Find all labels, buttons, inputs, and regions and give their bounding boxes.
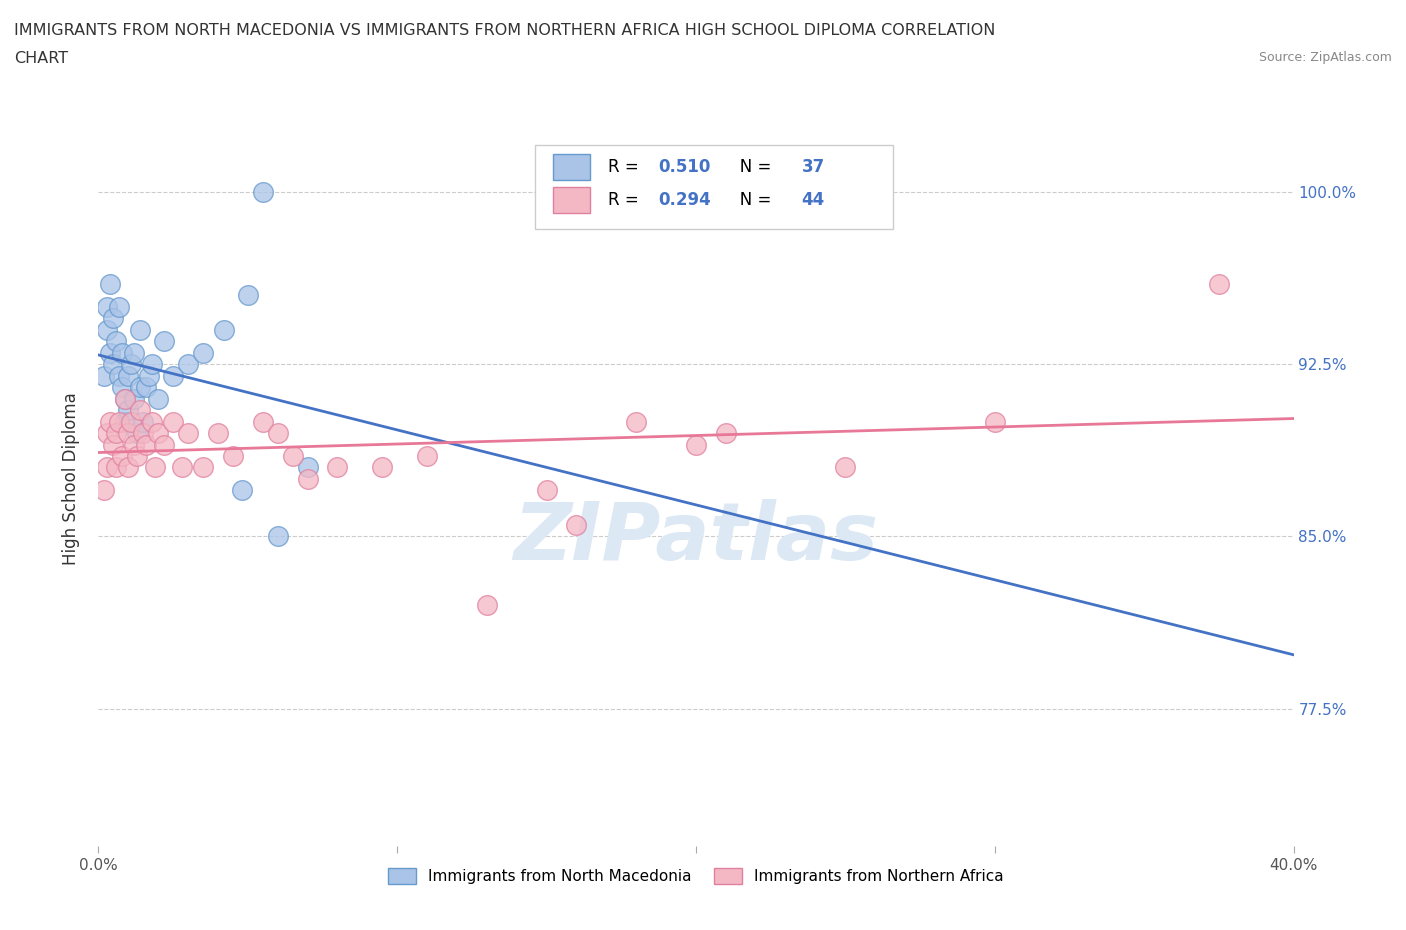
Point	[111, 345, 134, 360]
Point	[141, 414, 163, 429]
FancyBboxPatch shape	[534, 145, 893, 229]
Point	[475, 598, 498, 613]
Point	[297, 472, 319, 486]
Point	[132, 414, 155, 429]
Bar	[553, 187, 591, 213]
Point	[138, 368, 160, 383]
Point	[124, 392, 146, 406]
Point	[252, 184, 274, 199]
Point	[135, 437, 157, 452]
Point	[108, 368, 131, 383]
Point	[124, 345, 146, 360]
Point	[98, 414, 122, 429]
Text: IMMIGRANTS FROM NORTH MACEDONIA VS IMMIGRANTS FROM NORTHERN AFRICA HIGH SCHOOL D: IMMIGRANTS FROM NORTH MACEDONIA VS IMMIG…	[14, 23, 995, 38]
Point	[177, 357, 200, 372]
Y-axis label: High School Diploma: High School Diploma	[62, 392, 80, 565]
Point	[114, 414, 136, 429]
Point	[143, 460, 166, 475]
Point	[93, 483, 115, 498]
Text: R =: R =	[609, 191, 644, 208]
Legend: Immigrants from North Macedonia, Immigrants from Northern Africa: Immigrants from North Macedonia, Immigra…	[382, 862, 1010, 890]
Point	[536, 483, 558, 498]
Point	[132, 426, 155, 441]
Point	[105, 426, 128, 441]
Point	[120, 357, 142, 372]
Point	[267, 529, 290, 544]
Point	[111, 448, 134, 463]
Text: N =: N =	[724, 158, 776, 176]
Point	[148, 426, 170, 441]
Point	[105, 334, 128, 349]
Point	[103, 357, 125, 372]
Text: 44: 44	[801, 191, 825, 208]
Point	[141, 357, 163, 372]
Point	[222, 448, 245, 463]
Point	[281, 448, 304, 463]
Point	[685, 437, 707, 452]
Point	[231, 483, 253, 498]
Point	[236, 287, 259, 302]
Point	[117, 460, 139, 475]
Point	[129, 323, 152, 338]
Point	[135, 379, 157, 394]
Point	[124, 437, 146, 452]
Point	[114, 392, 136, 406]
Point	[207, 426, 229, 441]
Point	[93, 368, 115, 383]
Point	[129, 379, 152, 394]
Point	[416, 448, 439, 463]
Point	[153, 334, 176, 349]
Point	[117, 426, 139, 441]
Point	[326, 460, 349, 475]
Point	[120, 414, 142, 429]
Bar	[553, 153, 591, 179]
Point	[153, 437, 176, 452]
Point	[834, 460, 856, 475]
Point	[96, 323, 118, 338]
Point	[98, 276, 122, 291]
Point	[984, 414, 1007, 429]
Point	[127, 448, 149, 463]
Point	[626, 414, 648, 429]
Text: CHART: CHART	[14, 51, 67, 66]
Point	[96, 299, 118, 314]
Point	[162, 368, 184, 383]
Point	[177, 426, 200, 441]
Point	[172, 460, 194, 475]
Point	[103, 437, 125, 452]
Text: Source: ZipAtlas.com: Source: ZipAtlas.com	[1258, 51, 1392, 64]
Point	[105, 460, 128, 475]
Point	[565, 517, 588, 532]
Text: R =: R =	[609, 158, 644, 176]
Point	[108, 414, 131, 429]
Point	[252, 414, 274, 429]
Point	[212, 323, 235, 338]
Text: N =: N =	[724, 191, 776, 208]
Point	[96, 460, 118, 475]
Point	[162, 414, 184, 429]
Point	[127, 426, 149, 441]
Point	[148, 392, 170, 406]
Point	[108, 299, 131, 314]
Point	[371, 460, 394, 475]
Point	[111, 379, 134, 394]
Text: 37: 37	[801, 158, 825, 176]
Point	[1208, 276, 1230, 291]
Point	[714, 426, 737, 441]
Point	[114, 392, 136, 406]
Point	[267, 426, 290, 441]
Point	[117, 368, 139, 383]
Point	[96, 426, 118, 441]
Point	[191, 345, 214, 360]
Point	[103, 311, 125, 325]
Point	[117, 403, 139, 418]
Text: 0.510: 0.510	[658, 158, 710, 176]
Point	[191, 460, 214, 475]
Point	[98, 345, 122, 360]
Text: ZIPatlas: ZIPatlas	[513, 498, 879, 577]
Point	[129, 403, 152, 418]
Point	[297, 460, 319, 475]
Text: 0.294: 0.294	[658, 191, 711, 208]
